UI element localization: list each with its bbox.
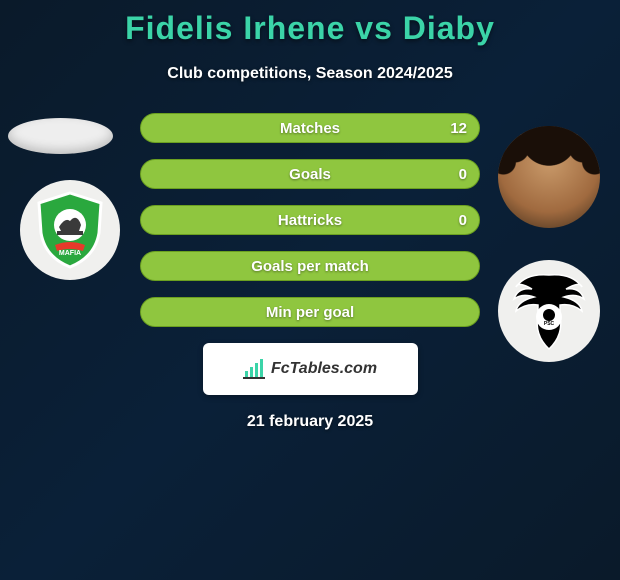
brand-text: FcTables.com bbox=[271, 360, 377, 378]
stat-row-min-per-goal: Min per goal bbox=[140, 297, 480, 327]
page-title: Fidelis Irhene vs Diaby bbox=[0, 0, 620, 47]
page-subtitle: Club competitions, Season 2024/2025 bbox=[0, 65, 620, 83]
brand-badge[interactable]: FcTables.com bbox=[203, 343, 418, 395]
stat-right-value: 12 bbox=[450, 114, 467, 144]
stat-label: Min per goal bbox=[266, 304, 354, 321]
player-2-avatar bbox=[498, 126, 600, 228]
stat-row-matches: Matches 12 bbox=[140, 113, 480, 143]
stat-label: Goals bbox=[289, 166, 331, 183]
stat-row-hattricks: Hattricks 0 bbox=[140, 205, 480, 235]
club-2-crest: PSC bbox=[498, 260, 600, 362]
svg-text:PSC: PSC bbox=[544, 321, 555, 327]
stat-row-goals-per-match: Goals per match bbox=[140, 251, 480, 281]
stat-right-value: 0 bbox=[459, 206, 467, 236]
shield-icon: MAFIA bbox=[35, 191, 105, 269]
comparison-date: 21 february 2025 bbox=[0, 413, 620, 431]
stat-label: Goals per match bbox=[251, 258, 369, 275]
eagle-shield-icon: PSC bbox=[512, 271, 586, 351]
svg-text:MAFIA: MAFIA bbox=[59, 250, 81, 257]
stats-list: Matches 12 Goals 0 Hattricks 0 Goals per… bbox=[140, 113, 480, 327]
club-1-crest: MAFIA bbox=[20, 180, 120, 280]
bar-chart-icon bbox=[243, 359, 265, 379]
stat-label: Hattricks bbox=[278, 212, 342, 229]
stat-right-value: 0 bbox=[459, 160, 467, 190]
player-1-avatar-placeholder bbox=[8, 118, 113, 154]
stat-row-goals: Goals 0 bbox=[140, 159, 480, 189]
stat-label: Matches bbox=[280, 120, 340, 137]
